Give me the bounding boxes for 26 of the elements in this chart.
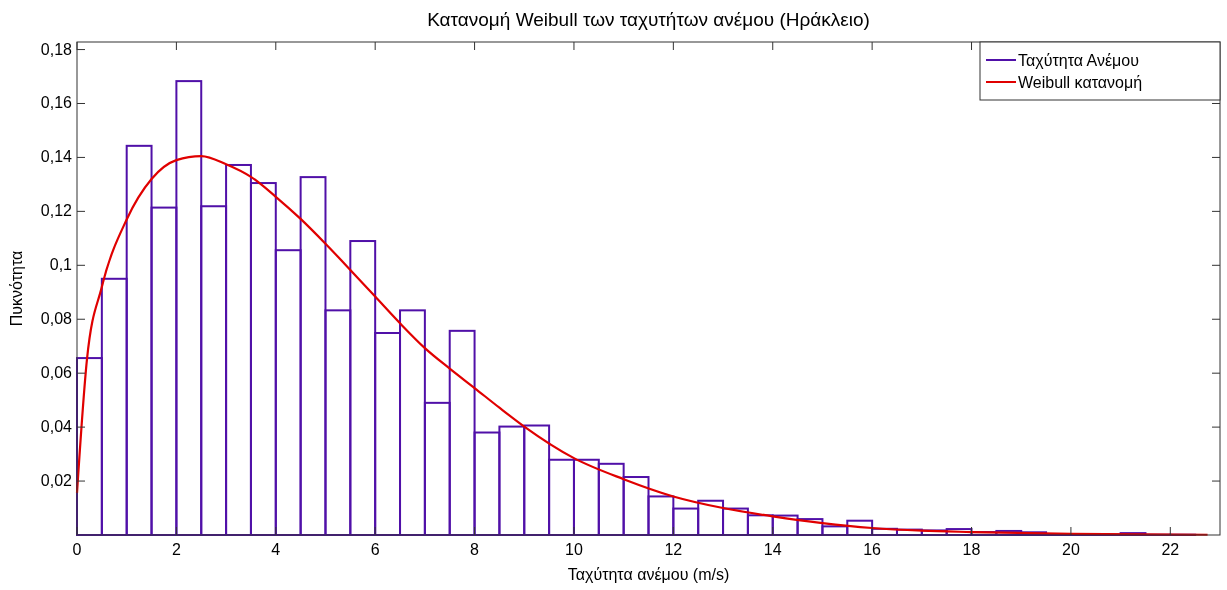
x-tick-label: 8 bbox=[470, 541, 480, 558]
y-tick-label: 0,1 bbox=[49, 256, 73, 274]
x-tick-label: 22 bbox=[1161, 541, 1180, 558]
x-tick-label: 16 bbox=[863, 541, 882, 558]
legend-label: Weibull κατανομή bbox=[1018, 74, 1143, 91]
x-tick-label: 12 bbox=[664, 541, 683, 558]
y-tick-label: 0,02 bbox=[40, 472, 73, 490]
x-tick-label: 14 bbox=[763, 541, 782, 558]
x-tick-label: 2 bbox=[171, 541, 181, 558]
y-tick-label: 0,04 bbox=[40, 418, 73, 436]
x-tick-label: 6 bbox=[370, 541, 380, 558]
y-tick-label: 0,14 bbox=[40, 148, 73, 166]
y-axis-title: Πυκνότητα bbox=[8, 250, 25, 327]
x-tick-label: 20 bbox=[1062, 541, 1080, 558]
x-axis-title: Ταχύτητα ανέμου (m/s) bbox=[567, 566, 730, 583]
x-tick-label: 10 bbox=[565, 541, 583, 558]
x-tick-label: 0 bbox=[72, 541, 82, 558]
y-tick-label: 0,08 bbox=[40, 310, 73, 328]
y-tick-label: 0,16 bbox=[40, 94, 73, 112]
y-tick-label: 0,12 bbox=[40, 202, 73, 220]
legend-label: Ταχύτητα Ανέμου bbox=[1018, 52, 1139, 69]
y-tick-label: 0,06 bbox=[40, 364, 73, 382]
chart-title: Κατανομή Weibull των ταχυτήτων ανέμου (Ηράκλειο) bbox=[427, 9, 870, 30]
y-tick-label: 0,18 bbox=[40, 40, 73, 58]
x-tick-label: 18 bbox=[962, 541, 981, 558]
x-tick-label: 4 bbox=[271, 541, 281, 558]
